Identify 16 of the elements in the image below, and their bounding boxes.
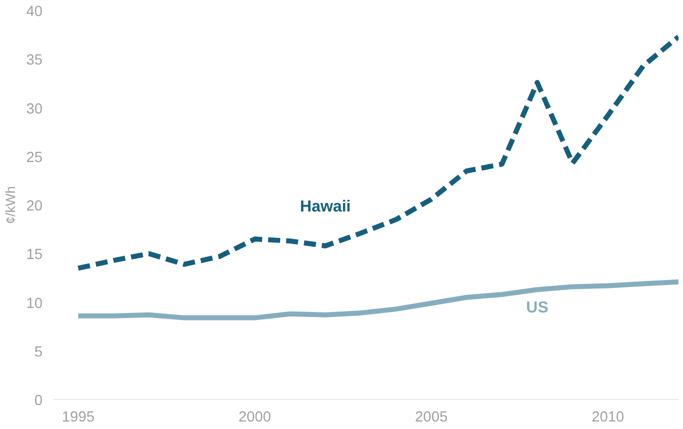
y-tick-label: 10 (26, 296, 43, 312)
y-tick-label: 15 (26, 247, 43, 264)
y-axis-title: ¢/kWh (3, 186, 18, 224)
y-tick-label: 20 (26, 198, 43, 214)
y-tick-label: 0 (34, 393, 43, 409)
x-tick-label: 2005 (415, 410, 448, 426)
x-tick-label: 2000 (238, 410, 272, 426)
x-tick-label: 2010 (592, 410, 624, 426)
y-tick-label: 25 (26, 150, 43, 166)
series-label: US (526, 299, 549, 316)
y-tick-label: 35 (26, 52, 43, 69)
y-tick-label: 30 (26, 101, 43, 118)
y-tick-label: 40 (26, 4, 43, 20)
series-label: Hawaii (300, 198, 351, 216)
y-tick-label: 5 (34, 344, 43, 360)
x-tick-label: 1995 (62, 410, 95, 426)
